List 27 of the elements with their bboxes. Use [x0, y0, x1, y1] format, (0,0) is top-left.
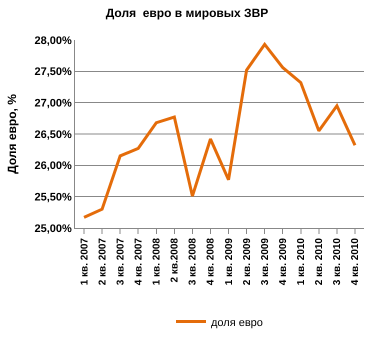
y-tick-label: 27,50% — [34, 66, 72, 78]
x-tick-label: 4 кв. 2010 — [350, 238, 362, 286]
line-series — [82, 42, 356, 219]
x-tick-label: 1 кв. 2009 — [224, 238, 235, 286]
y-tick-label: 26,00% — [34, 160, 72, 172]
y-tick-label: 25,00% — [34, 222, 72, 235]
y-tick-label: 27,00% — [34, 98, 72, 110]
legend-label: доля евро — [211, 316, 263, 329]
chart-title: Доля евро в мировых ЗВР — [106, 6, 268, 20]
y-tick-label: 28,00% — [34, 34, 72, 47]
x-tick-label: 3 кв. 2009 — [260, 238, 271, 286]
x-tick-label: 2 кв. 2010 — [314, 238, 326, 286]
x-tick-label: 4 кв. 2009 — [278, 238, 289, 286]
x-tick-label: 2 кв. 2007 — [97, 238, 108, 286]
x-tick-label: 3 кв. 2007 — [115, 238, 126, 286]
y-tick-label: 26,50% — [34, 128, 72, 141]
x-tick-label: 4 кв. 2007 — [133, 238, 144, 286]
x-tick-label: 3 кв. 2008 — [188, 238, 199, 286]
y-tick-label: 25,50% — [34, 192, 72, 204]
x-tick-label: 3 кв. 2010 — [332, 238, 344, 286]
x-tick-label: 1 кв. 2010 — [296, 238, 308, 286]
x-tick-label: 4 кв. 2008 — [206, 238, 217, 286]
x-tick-label: 1 кв. 2007 — [79, 238, 90, 286]
x-tick-label: 2 кв.2008 — [170, 238, 181, 283]
x-tick-label: 1 кв. 2008 — [152, 238, 163, 286]
y-axis-title: Доля евро, % — [4, 94, 19, 174]
x-tick-label: 2 кв. 2009 — [242, 238, 253, 286]
